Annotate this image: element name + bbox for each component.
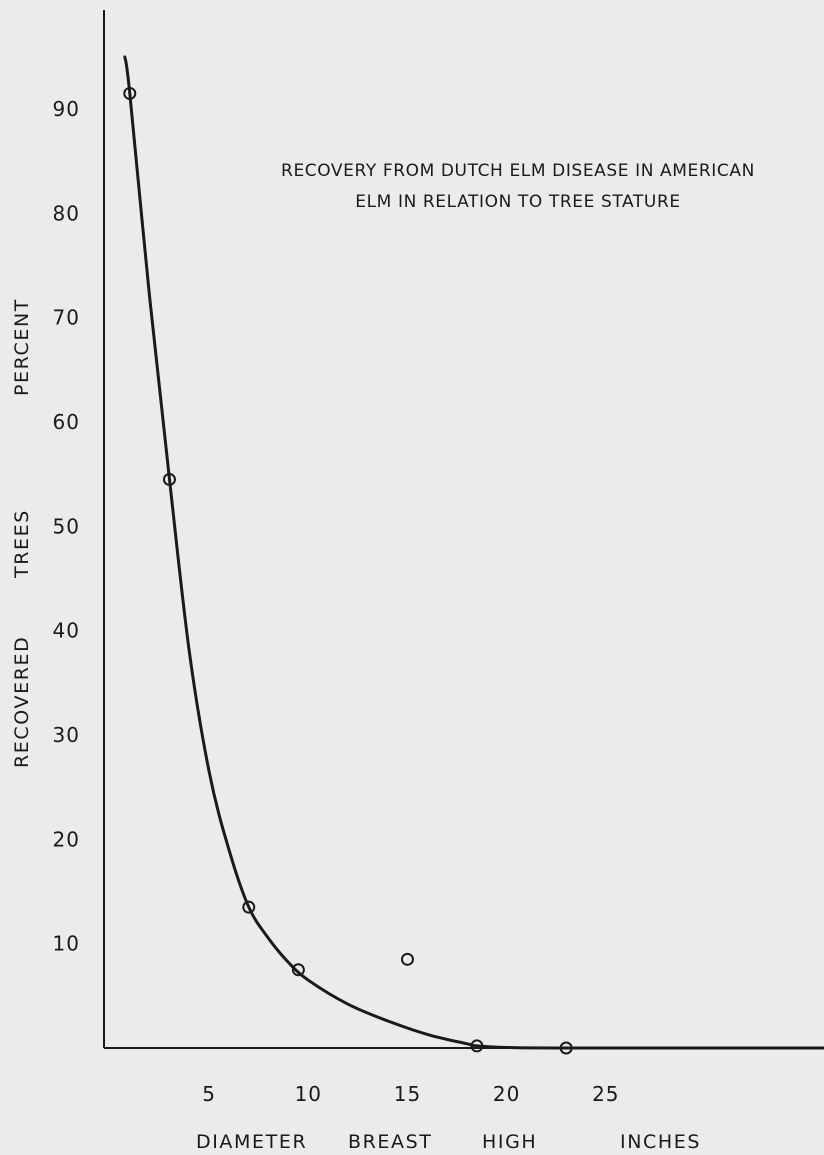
- x-axis-title-part-3: HIGH: [482, 1131, 537, 1153]
- y-axis-title: RECOVERED TREES PERCENT: [11, 298, 33, 768]
- x-tick-label: 10: [295, 1082, 322, 1106]
- y-tick-label: 40: [53, 619, 80, 643]
- x-tick-label: 20: [493, 1082, 520, 1106]
- x-axis-title-part-1: DIAMETER: [196, 1131, 307, 1153]
- data-point: [242, 900, 256, 914]
- y-tick-labels: 10 20 30 40 50 60 70 80 90: [53, 97, 80, 956]
- data-point: [123, 86, 137, 100]
- y-tick-label: 50: [53, 514, 80, 538]
- y-tick-label: 10: [53, 932, 80, 956]
- x-tick-label: 15: [394, 1082, 421, 1106]
- fitted-curve-layer: [123, 55, 824, 1050]
- data-point: [559, 1041, 573, 1055]
- data-points: [123, 86, 573, 1055]
- chart-title-line-2: ELM IN RELATION TO TREE STATURE: [355, 192, 680, 212]
- y-tick-label: 30: [53, 723, 80, 747]
- x-tick-label: 25: [592, 1082, 619, 1106]
- x-axis-title-part-2: BREAST: [348, 1131, 433, 1153]
- y-tick-label: 80: [53, 201, 80, 225]
- y-tick-label: 70: [53, 306, 80, 330]
- x-axis-title-part-4: INCHES: [620, 1131, 701, 1153]
- x-axis-title: DIAMETER BREAST HIGH INCHES: [196, 1131, 701, 1153]
- data-point: [291, 963, 305, 977]
- x-tick-label: 5: [202, 1082, 216, 1106]
- chart-title-line-1: RECOVERY FROM DUTCH ELM DISEASE IN AMERI…: [281, 161, 755, 181]
- data-point: [162, 472, 176, 486]
- y-axis-title-part-3: PERCENT: [11, 298, 33, 396]
- data-point: [400, 952, 414, 966]
- y-tick-label: 60: [53, 410, 80, 434]
- y-axis-title-part-2: TREES: [11, 509, 33, 579]
- x-tick-labels: 5 10 15 20 25: [202, 1082, 619, 1106]
- y-axis-title-part-1: RECOVERED: [11, 636, 33, 768]
- data-point: [470, 1039, 484, 1053]
- y-tick-label: 20: [53, 827, 80, 851]
- fitted-curve: [123, 55, 824, 1050]
- y-tick-label: 90: [53, 97, 80, 121]
